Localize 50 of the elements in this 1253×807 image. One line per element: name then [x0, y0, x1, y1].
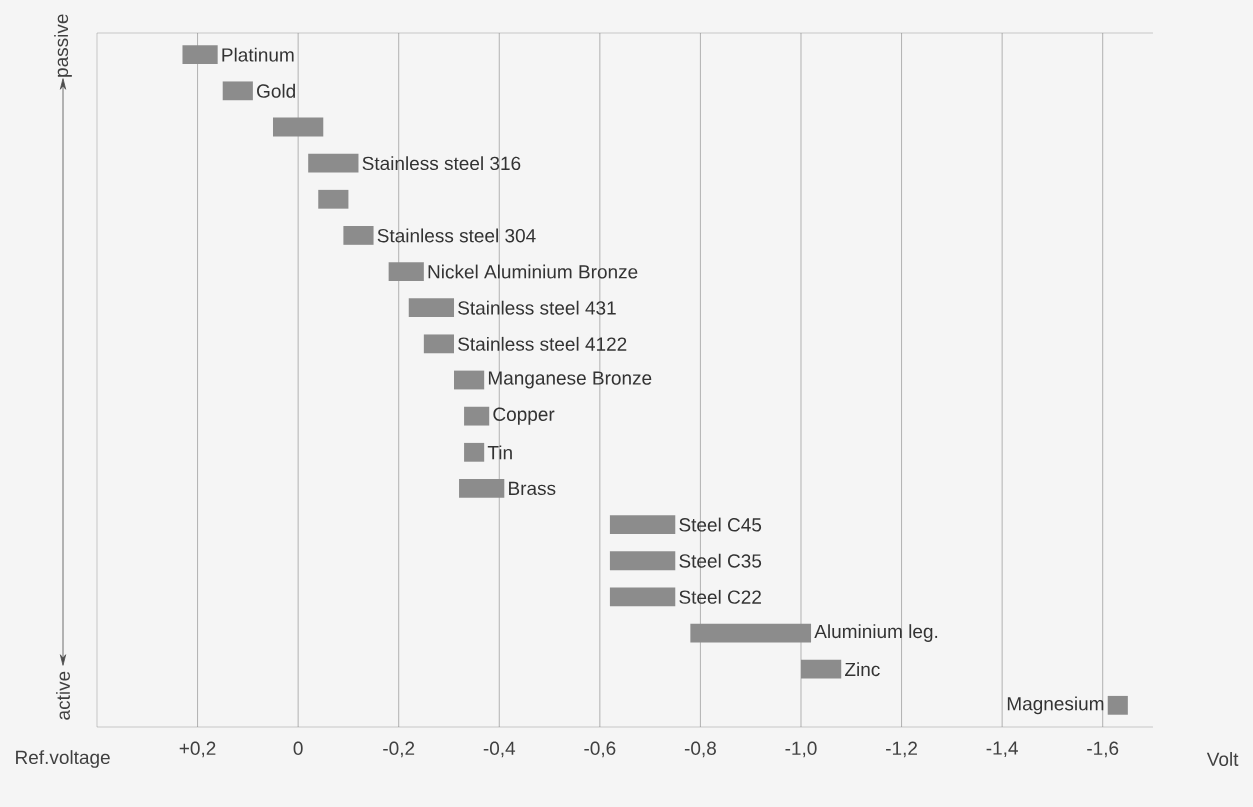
x-tick-label: -1,0 — [785, 741, 817, 758]
bar — [464, 442, 485, 462]
y-tick-label: Aluminium leg. — [814, 624, 938, 642]
x-tick-label: 0 — [293, 741, 303, 755]
bar — [343, 226, 374, 245]
bar — [459, 479, 505, 498]
x-tick-label: -0,2 — [383, 741, 415, 758]
bar — [272, 117, 324, 137]
bar — [609, 551, 676, 571]
bar — [222, 81, 253, 101]
y-tick-label: Magnesium — [1007, 696, 1104, 715]
text: passive — [54, 14, 72, 77]
y-tick-label: Steel C22 — [679, 589, 761, 604]
y-tick-label: Stainless steel 316 — [362, 156, 521, 171]
bar — [388, 262, 424, 281]
text: active — [56, 671, 70, 720]
x-tick-label: +0,2 — [179, 741, 216, 758]
bar — [609, 515, 676, 534]
y-tick-label: Steel C45 — [679, 517, 762, 532]
y-tick-label: Stainless steel 431 — [458, 300, 616, 315]
y-tick-label: Gold — [257, 83, 295, 98]
bar — [609, 587, 676, 607]
bar — [464, 406, 490, 426]
y-tick-label: Brass — [509, 481, 556, 496]
y-tick-label: Stainless steel 304 — [377, 228, 536, 243]
y-tick-label: Steel C35 — [679, 553, 762, 568]
x-tick-label: -0,8 — [684, 741, 716, 758]
bar — [690, 623, 812, 643]
bar — [308, 153, 359, 173]
bar — [423, 334, 455, 354]
bar — [1107, 695, 1128, 715]
y-tick-label: Tin — [487, 445, 512, 460]
bar — [408, 298, 455, 318]
bar — [318, 189, 349, 209]
x-axis-title: Volt — [1206, 752, 1239, 766]
y-tick-label: Copper — [493, 407, 555, 425]
bar — [454, 370, 485, 390]
y-tick-label: Manganese Bronze — [488, 371, 652, 389]
text: Ref.voltage — [16, 750, 110, 768]
x-tick-label: -0,6 — [584, 741, 616, 758]
x-tick-label: -1,2 — [886, 741, 917, 758]
y-tick-label: Stainless steel 4122 — [458, 336, 627, 351]
x-tick-label: -0,4 — [483, 741, 516, 758]
x-tick-label: -1,4 — [986, 741, 1018, 758]
y-tick-label: Zinc — [845, 662, 880, 677]
bar — [182, 45, 218, 65]
y-tick-label: Platinum — [222, 47, 294, 62]
x-tick-label: -1,6 — [1087, 741, 1119, 758]
bar — [800, 659, 842, 679]
y-tick-label: Nickel Aluminium Bronze — [428, 264, 638, 279]
